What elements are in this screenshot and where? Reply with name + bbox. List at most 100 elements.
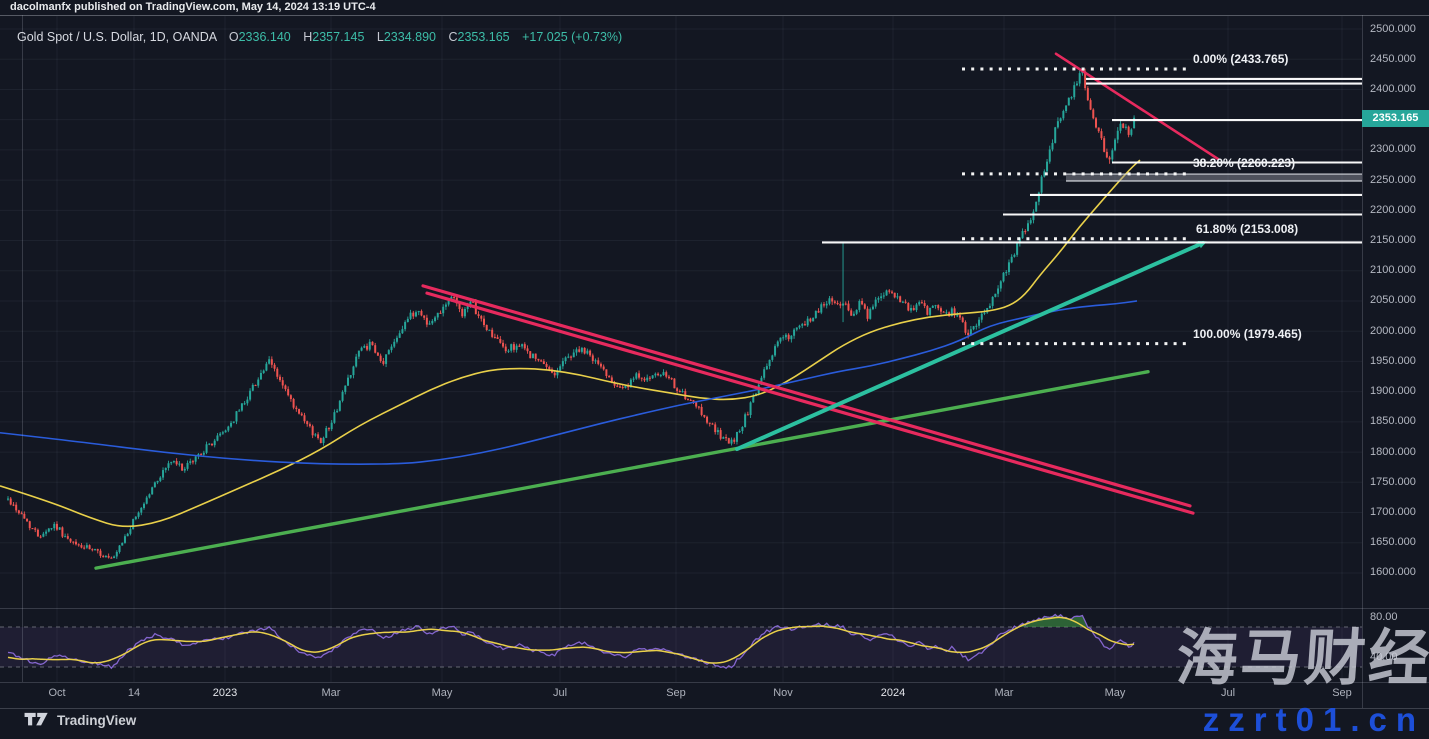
price-tick: 1850.000 [1370, 415, 1416, 428]
candle-body [355, 356, 358, 367]
candle-body [654, 373, 657, 376]
candle-body [308, 424, 311, 427]
candle-body [515, 345, 518, 350]
price-tick: 1650.000 [1370, 536, 1416, 549]
candle-body [1075, 83, 1078, 86]
candle-body [708, 422, 711, 424]
candle-body [1122, 123, 1125, 128]
candle-body [1035, 201, 1038, 212]
candle-body [113, 556, 116, 559]
symbol-legend[interactable]: Gold Spot / U.S. Dollar, 1D, OANDA O2336… [17, 30, 622, 44]
symbol-title[interactable]: Gold Spot / U.S. Dollar, 1D, OANDA [17, 30, 217, 44]
candle-body [175, 461, 178, 465]
candle-body [499, 338, 502, 343]
candle-body [366, 346, 369, 350]
candle-body [317, 434, 320, 439]
candle-body [442, 306, 445, 314]
fib-label-100: 100.00% (1979.465) [1193, 327, 1302, 341]
candle-body [621, 386, 624, 389]
open-label: O [228, 30, 239, 44]
candle-body [496, 337, 499, 339]
candle-body [347, 377, 349, 386]
candle-body [980, 313, 983, 320]
candle-body [191, 461, 194, 463]
candle-body [893, 292, 896, 298]
candle-body [711, 423, 714, 425]
candle-body [298, 409, 301, 414]
candle-body [1130, 129, 1133, 135]
candle-body [1062, 111, 1065, 119]
candle-body [1010, 256, 1013, 263]
candle-body [208, 443, 211, 445]
candle-body [53, 523, 56, 529]
candle-body [143, 503, 145, 508]
candle-body [58, 527, 61, 530]
candle-body [42, 533, 45, 537]
candle-body [907, 302, 910, 311]
candle-body [594, 360, 597, 362]
candle-body [415, 312, 417, 317]
candle-body [417, 310, 420, 313]
candle-body [300, 413, 303, 416]
candle-body [259, 372, 262, 380]
candle-body [270, 359, 273, 365]
candle-body [648, 377, 651, 379]
candle-body [687, 399, 689, 401]
candle-body [746, 414, 749, 416]
candle-body [376, 352, 379, 356]
low-label: L [376, 30, 384, 44]
candle-body [17, 510, 20, 514]
candle-body [586, 350, 589, 354]
candle-body [542, 361, 545, 365]
candle-body [939, 308, 942, 312]
candle-body [357, 350, 360, 357]
candle-body [646, 377, 649, 381]
candle-body [512, 344, 515, 350]
candle-body [959, 315, 961, 318]
candle-body [322, 437, 325, 444]
candle-body [915, 304, 918, 311]
candle-body [219, 433, 222, 436]
tradingview-logo[interactable]: TradingView [24, 712, 136, 728]
candle-body [45, 531, 48, 534]
candle-body [20, 513, 23, 515]
candle-body [507, 350, 510, 352]
candle-body [170, 462, 173, 464]
candle-body [235, 411, 238, 422]
candle-body [1065, 105, 1068, 112]
candle-body [88, 545, 91, 550]
ma-fast-line [0, 159, 1141, 528]
candle-body [1105, 151, 1108, 158]
candle-body [926, 306, 929, 315]
candle-body [994, 293, 997, 297]
candle-body [167, 463, 170, 468]
candle-body [616, 385, 619, 387]
candle-body [950, 308, 953, 317]
candle-body [700, 406, 703, 415]
price-tick: 1600.000 [1370, 566, 1416, 579]
candle-body [374, 345, 377, 353]
candle-body [882, 295, 885, 297]
candle-body [1111, 150, 1114, 160]
candle-body [553, 372, 556, 376]
candle-body [189, 461, 192, 463]
candle-body [306, 421, 309, 425]
candle-body [956, 315, 959, 317]
candle-body [540, 360, 543, 362]
candle-body [1089, 100, 1092, 110]
candle-body [404, 322, 407, 330]
candle-body [842, 303, 845, 306]
candle-body [221, 432, 224, 434]
candle-body [910, 307, 913, 311]
candle-body [284, 385, 287, 390]
candle-body [719, 430, 722, 439]
candle-body [716, 430, 719, 433]
candle-body [599, 363, 602, 367]
candle-body [26, 518, 29, 522]
candle-body [276, 368, 279, 377]
tradingview-logo-text: TradingView [57, 712, 137, 728]
candle-body [31, 528, 34, 530]
candle-body [602, 366, 605, 370]
